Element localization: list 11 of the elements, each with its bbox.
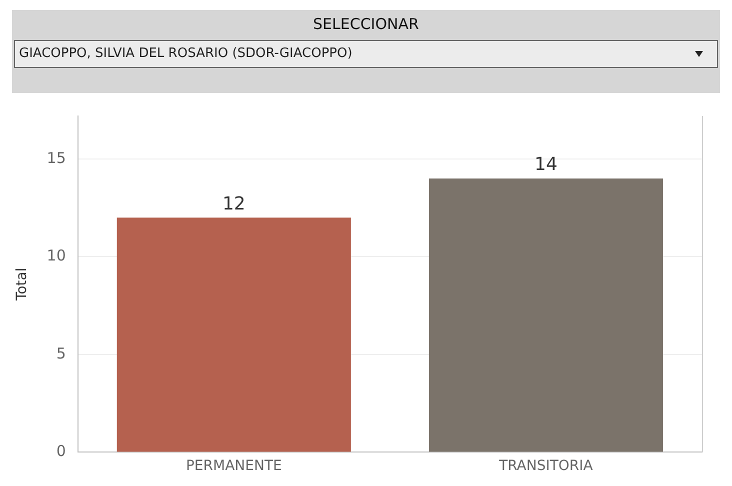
y-tick-label: 15: [46, 148, 66, 167]
chart-subtitle: GIACOPPO, SILVIA DEL ROSARIO (SDOR-GIACOPPO): [19, 46, 352, 61]
data-label: 12: [222, 193, 246, 214]
data-label: 14: [534, 154, 558, 176]
y-tick-label: 5: [56, 344, 66, 362]
x-tick-label: TRANSITORIA: [498, 458, 594, 474]
y-tick-label: 0: [56, 442, 66, 460]
x-tick-label: PERMANENTE: [186, 458, 282, 474]
chart-title: SELECCIONAR: [312, 15, 420, 35]
y-tick-label: 10: [46, 246, 66, 265]
y-axis-title: Total: [14, 268, 30, 302]
